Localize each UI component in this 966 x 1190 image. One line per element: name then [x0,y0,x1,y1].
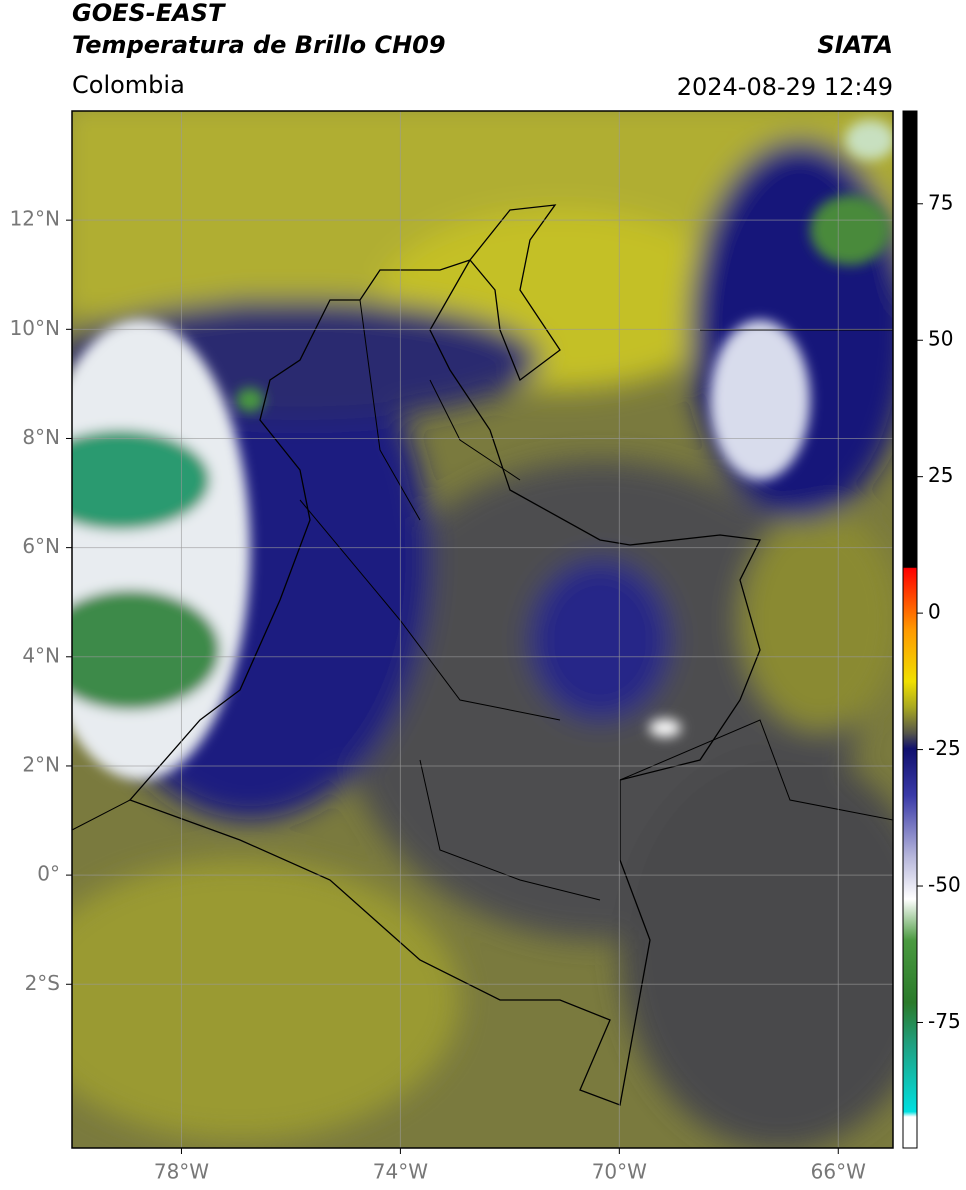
x-tick-label: 78°W [154,1160,209,1184]
x-tick-label: 70°W [592,1160,647,1184]
y-tick-label: 6°N [22,534,60,558]
y-tick-label: 8°N [22,425,60,449]
colorbar [902,110,918,1149]
colorbar-tick-label: 25 [928,463,953,487]
grid [72,111,893,1148]
colorbar-tick-label: 50 [928,327,953,351]
timestamp: 2024-08-29 12:49 [677,73,893,101]
region: Colombia [72,71,185,99]
y-tick-label: 10°N [10,316,60,340]
colorbar-tick-label: 0 [928,600,941,624]
colorbar-tick-label: -75 [928,1009,961,1033]
x-tick-label: 74°W [373,1160,428,1184]
colorbar-tick-label: -50 [928,873,961,897]
y-tick-label: 0° [37,862,60,886]
colorbar-tick-label: 75 [928,190,953,214]
source: SIATA [817,31,893,59]
y-tick-label: 2°S [25,971,60,995]
y-tick-label: 2°N [22,752,60,776]
map-frame [71,110,894,1149]
y-tick-label: 12°N [10,207,60,231]
subtitle: Temperatura de Brillo CH09 [72,31,446,59]
x-tick-label: 66°W [811,1160,866,1184]
colorbar-tick-label: -25 [928,736,961,760]
y-tick-label: 4°N [22,643,60,667]
satellite-image [72,111,893,1148]
title: GOES-EAST [72,0,226,27]
